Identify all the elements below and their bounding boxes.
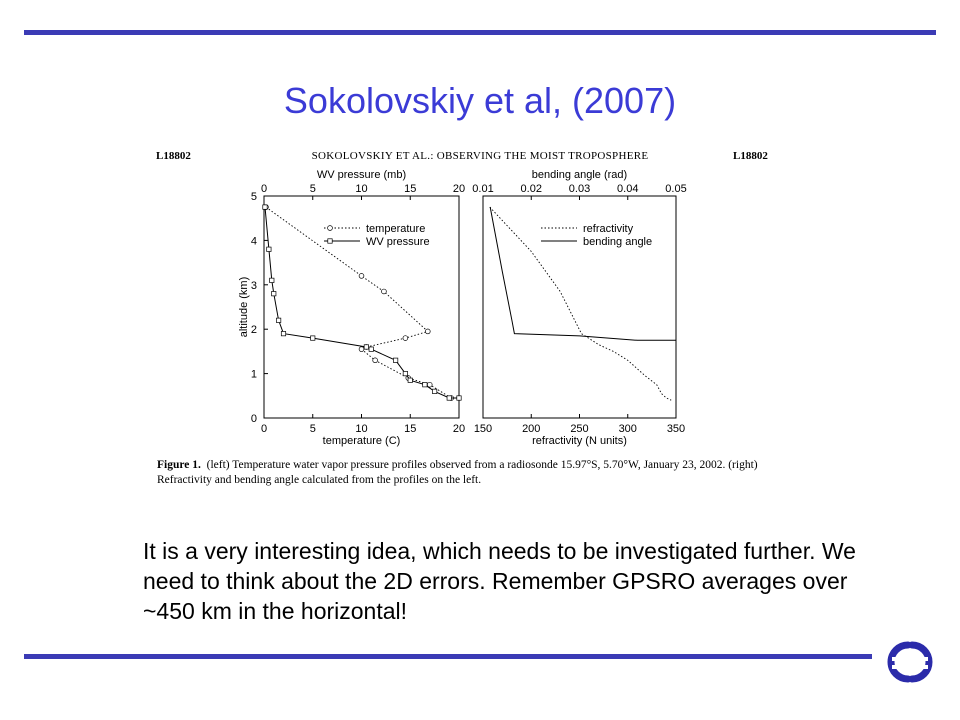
x2-tick-label: 0.05 xyxy=(665,183,686,195)
wv-pressure-point xyxy=(363,344,369,350)
right-panel: 150 200 250 300 350 refractivity (N units) 0.0… xyxy=(472,169,686,447)
x-tick-label: 20 xyxy=(453,423,465,435)
paper-header-right: L18802 xyxy=(733,150,768,162)
temperature-point xyxy=(381,288,387,295)
x-tick-label: 350 xyxy=(667,423,685,435)
x-tick-label: 0 xyxy=(261,423,267,435)
slide-title: Sokolovskiy et al, (2007) xyxy=(283,80,677,121)
x2-tick-label: 5 xyxy=(310,183,316,195)
temperature-point xyxy=(425,328,431,335)
y-tick-label: 2 xyxy=(251,324,257,336)
y-tick-label: 5 xyxy=(251,191,257,203)
temperature-point xyxy=(402,335,409,341)
y-tick-label: 0 xyxy=(251,413,257,425)
x2-tick-label: 0.01 xyxy=(472,183,493,195)
x-axis-label: temperature (C) xyxy=(323,435,401,447)
x-tick-label: 150 xyxy=(474,423,492,435)
wv-pressure-point xyxy=(446,395,452,401)
bottom-rule xyxy=(24,654,872,659)
body-text: It is a very interesting idea, which nee… xyxy=(143,538,856,624)
legend-label: temperature xyxy=(366,223,425,235)
x2-axis-label: bending angle (rad) xyxy=(532,169,627,181)
caption-label: Figure 1. xyxy=(157,459,201,471)
x2-tick-label: 20 xyxy=(453,183,465,195)
legend-label: WV pressure xyxy=(366,236,430,248)
ecmwf-logo-icon xyxy=(887,641,933,683)
wv-pressure-point xyxy=(402,371,408,377)
x-tick-label: 5 xyxy=(310,423,316,435)
paper-header-center: SOKOLOVSKIY ET AL.: OBSERVING THE MOIST … xyxy=(311,150,649,162)
x2-tick-label: 10 xyxy=(355,183,367,195)
caption-text: (left) Temperature water vapor pressure … xyxy=(157,459,758,486)
wv-pressure-point xyxy=(432,388,438,394)
x-tick-label: 10 xyxy=(355,423,367,435)
legend-marker xyxy=(327,225,333,231)
x2-tick-label: 0.03 xyxy=(569,183,590,195)
wv-pressure-point xyxy=(271,291,277,297)
wv-pressure-point xyxy=(368,346,374,352)
legend-label: refractivity xyxy=(583,223,634,235)
wv-pressure-point xyxy=(407,377,413,383)
y-tick-label: 1 xyxy=(251,369,257,381)
wv-pressure-point xyxy=(269,277,275,283)
x-tick-label: 250 xyxy=(570,423,588,435)
wv-pressure-point xyxy=(280,331,287,337)
figure-caption: Figure 1. (left) Temperature water vapor… xyxy=(157,458,787,488)
y-tick-label: 4 xyxy=(251,235,257,247)
legend-label: bending angle xyxy=(583,236,652,248)
y-axis-label: altitude (km) xyxy=(238,277,250,338)
series-line-bending-angle xyxy=(489,207,676,341)
series-line-WV-pressure xyxy=(264,207,459,399)
wv-pressure-point xyxy=(456,395,462,401)
x2-tick-label: 15 xyxy=(404,183,416,195)
x2-tick-label: 0.04 xyxy=(617,183,638,195)
x2-axis-label: WV pressure (mb) xyxy=(317,169,406,181)
x-tick-label: 200 xyxy=(522,423,540,435)
temperature-point xyxy=(358,346,365,352)
paper-header-left: L18802 xyxy=(156,150,191,162)
wv-pressure-point xyxy=(393,357,399,363)
wv-pressure-point xyxy=(310,335,316,341)
legend-marker xyxy=(327,238,333,244)
series-line-refractivity xyxy=(489,206,672,401)
top-rule xyxy=(24,30,936,35)
x-axis-label: refractivity (N units) xyxy=(532,435,627,447)
plot-frame xyxy=(482,195,677,419)
x2-tick-label: 0 xyxy=(261,183,267,195)
temperature-point xyxy=(372,357,378,364)
wv-pressure-point xyxy=(266,246,272,252)
x2-tick-label: 0.02 xyxy=(521,183,542,195)
x-tick-label: 15 xyxy=(404,423,416,435)
y-tick-label: 3 xyxy=(251,280,257,292)
wv-pressure-point xyxy=(276,317,282,323)
wv-pressure-point xyxy=(422,382,428,388)
x-tick-label: 300 xyxy=(619,423,637,435)
wv-pressure-point xyxy=(262,204,268,210)
temperature-point xyxy=(358,273,365,279)
